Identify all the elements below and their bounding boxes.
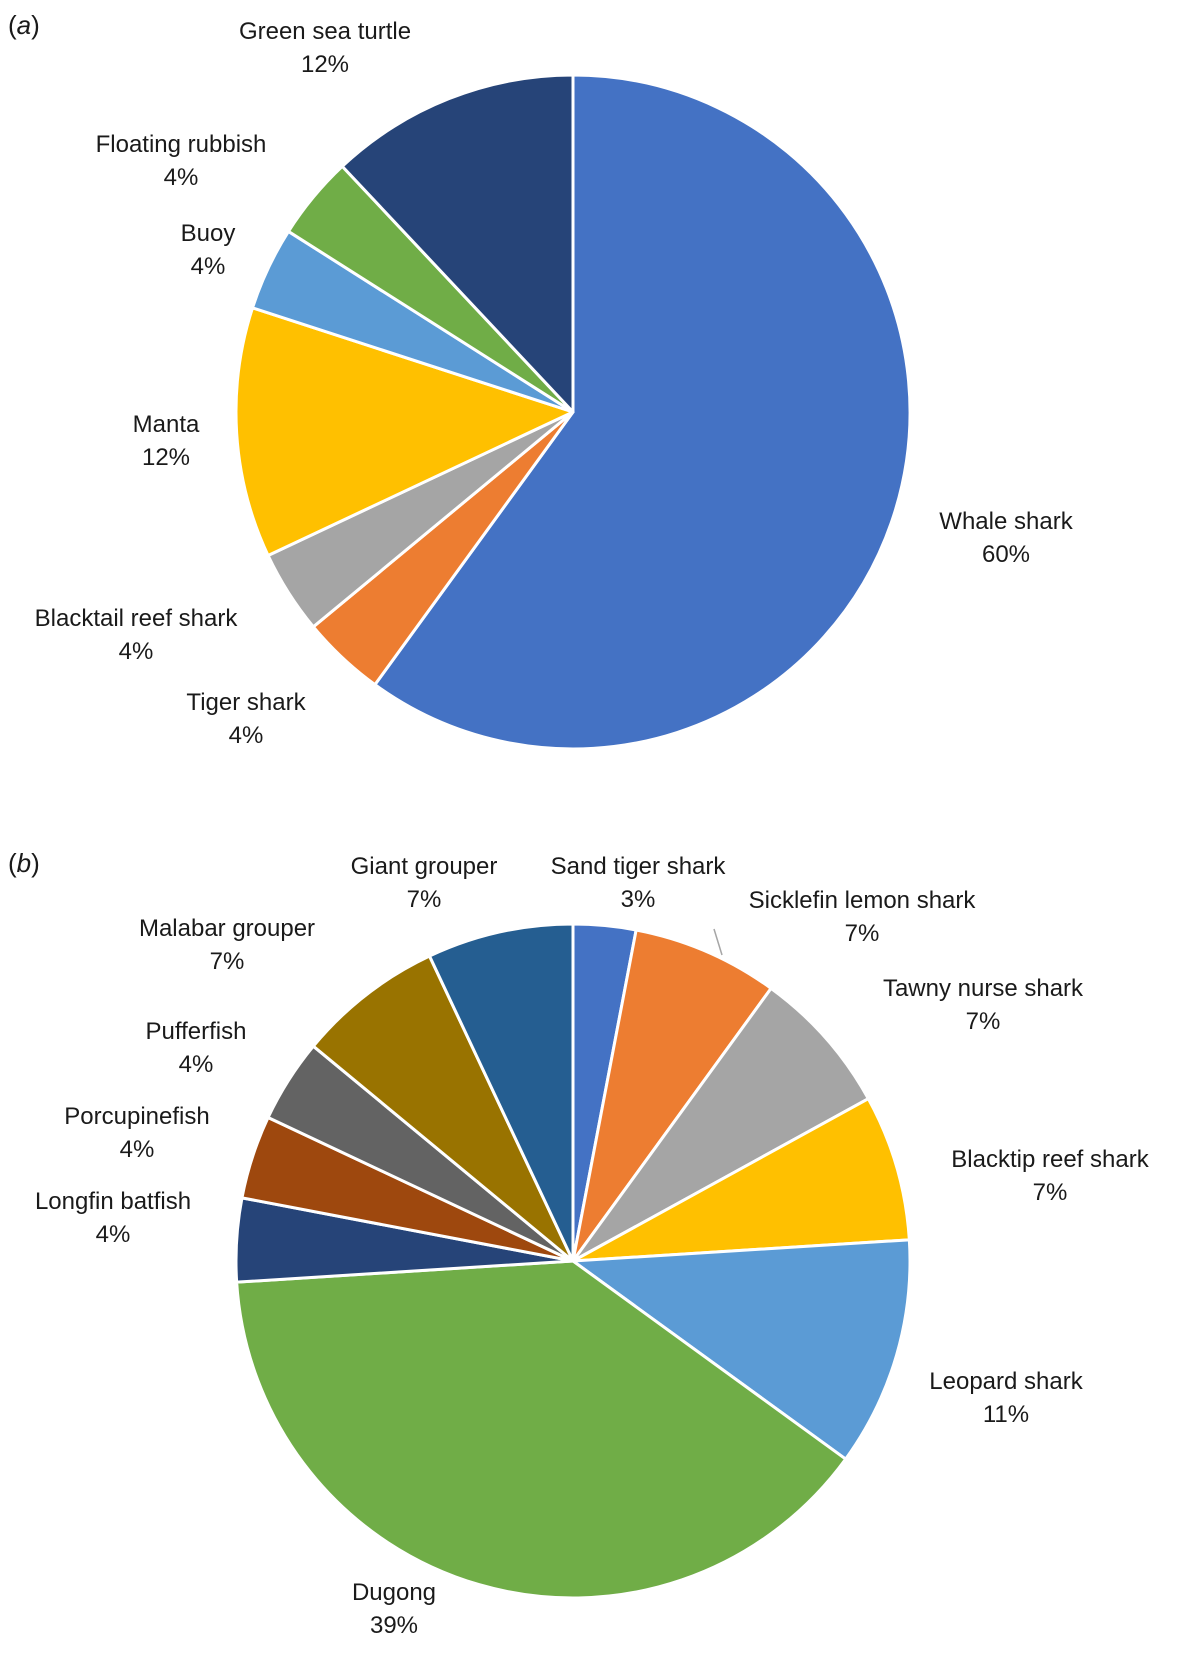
pie-b-label-dugong: Dugong 39% (352, 1576, 436, 1642)
pie-b-label-pufferfish: Pufferfish 4% (146, 1015, 247, 1081)
panel-label-b: (b) (8, 848, 40, 878)
pie-a-slice-green-sea-turtle (340, 73, 575, 414)
slice-label-name: Tiger shark (186, 689, 306, 716)
pie-a-label-buoy: Buoy 4% (181, 217, 236, 283)
slice-label-name: Pufferfish (145, 1018, 247, 1045)
slice-label-name: Floating rubbish (95, 131, 267, 158)
pie-a-slice-whale-shark (373, 73, 912, 751)
slice-label-name: Porcupinefish (64, 1103, 210, 1130)
slice-label-value: 4% (163, 164, 199, 191)
slice-label-value: 12% (141, 444, 191, 471)
pie-b-slice-sicklefin-lemon-shark (571, 928, 773, 1263)
pie-b-slice-leopard-shark (571, 1238, 912, 1461)
pie-a-label-green-sea-turtle: Green sea turtle 12% (239, 15, 411, 81)
pie-b-label-sand-tiger-shark: Sand tiger shark 3% (551, 850, 726, 916)
slice-label-value: 11% (982, 1401, 1030, 1428)
slice-label-value: 4% (119, 1136, 155, 1163)
slice-label-name: Longfin batfish (34, 1188, 192, 1215)
slice-label-value: 4% (95, 1221, 131, 1248)
pie-b-label-giant-grouper: Giant grouper 7% (351, 850, 498, 916)
pie-a-label-manta: Manta 12% (133, 408, 200, 474)
pie-b-slice-malabar-grouper (311, 954, 575, 1263)
pie-b-label-sicklefin-lemon-shark: Sicklefin lemon shark 7% (749, 884, 976, 950)
panel-label-a: (a) (8, 10, 40, 40)
pie-b-slice-giant-grouper (428, 922, 575, 1263)
slice-label-name: Leopard shark (929, 1368, 1083, 1395)
pie-b-label-blacktip-reef-shark: Blacktip reef shark 7% (951, 1143, 1148, 1209)
pie-chart-b (234, 922, 912, 1600)
pie-b-slice-dugong (235, 1259, 848, 1600)
pie-b-label-malabar-grouper: Malabar grouper 7% (139, 912, 315, 978)
slice-label-value: 7% (209, 948, 245, 975)
slice-label-name: Giant grouper (350, 853, 498, 880)
slice-label-name: Blacktail reef shark (34, 605, 238, 632)
slice-label-name: Manta (132, 411, 200, 438)
slice-label-name: Green sea turtle (238, 18, 412, 45)
pie-a-label-blacktail-reef-shark: Blacktail reef shark 4% (35, 602, 238, 668)
pie-a-slice-manta (234, 306, 575, 557)
pie-b-slice-tawny-nurse-shark (571, 986, 870, 1263)
slice-label-name: Dugong (351, 1579, 437, 1606)
pie-b-label-porcupinefish: Porcupinefish 4% (64, 1100, 209, 1166)
slice-label-value: 4% (190, 253, 226, 280)
slice-label-value: 7% (406, 886, 442, 913)
slice-label-value: 4% (228, 722, 264, 749)
slice-label-name: Sicklefin lemon shark (748, 887, 976, 914)
slice-label-value: 4% (178, 1051, 214, 1078)
slice-label-name: Malabar grouper (138, 915, 316, 942)
slice-label-value: 39% (369, 1612, 419, 1639)
slice-label-name: Blacktip reef shark (951, 1146, 1149, 1173)
slice-label-name: Buoy (180, 220, 236, 247)
pie-a-label-floating-rubbish: Floating rubbish 4% (96, 128, 267, 194)
pie-a-label-whale-shark: Whale shark 60% (939, 505, 1072, 571)
slice-label-name: Sand tiger shark (550, 853, 726, 880)
slice-label-value: 7% (844, 920, 880, 947)
pie-b-label-longfin-batfish: Longfin batfish 4% (35, 1185, 191, 1251)
pie-chart-a (234, 73, 912, 751)
slice-label-value: 12% (300, 51, 350, 78)
slice-label-name: Tawny nurse shark (882, 975, 1084, 1002)
slice-label-value: 7% (965, 1008, 1001, 1035)
pie-b-label-leopard-shark: Leopard shark 11% (929, 1365, 1082, 1431)
pie-a-label-tiger-shark: Tiger shark 4% (186, 686, 305, 752)
slice-label-value: 3% (620, 886, 656, 913)
pie-b-slice-blacktip-reef-shark (571, 1097, 911, 1263)
pie-b-leader-line (713, 928, 723, 956)
pie-b-label-tawny-nurse-shark: Tawny nurse shark 7% (883, 972, 1083, 1038)
slice-label-value: 60% (981, 541, 1031, 568)
slice-label-name: Whale shark (939, 508, 1073, 535)
slice-label-value: 4% (118, 638, 154, 665)
slice-label-value: 7% (1032, 1179, 1068, 1206)
